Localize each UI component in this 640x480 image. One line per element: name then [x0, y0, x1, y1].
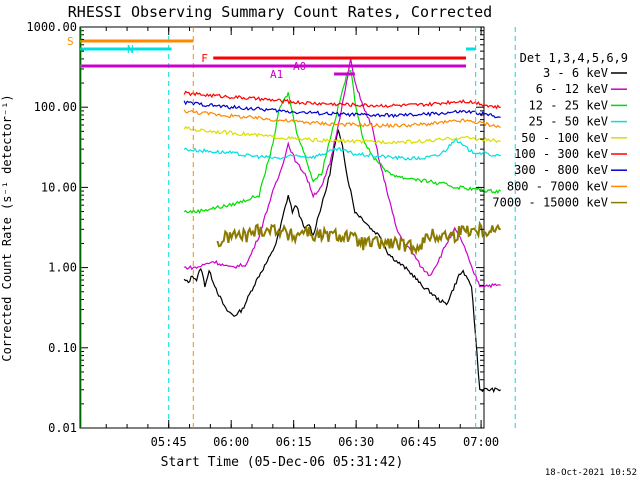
y-tick-label: 10.00 [41, 180, 77, 194]
y-axis-label: Corrected Count Rate (s⁻¹ detector⁻¹) [0, 94, 14, 361]
series-line-5 [183, 90, 501, 110]
chart-title: RHESSI Observing Summary Count Rates, Co… [68, 3, 492, 21]
plot-area-frame [79, 26, 485, 429]
series-line-7 [183, 109, 501, 129]
flag-label: A1 [270, 68, 283, 81]
x-tick-label: 07:00 [463, 435, 499, 449]
legend-label: 3 - 6 keV [543, 66, 608, 80]
flag-label: F [201, 52, 208, 65]
y-tick-label: 0.01 [48, 421, 77, 435]
flag-label: A0 [293, 60, 306, 73]
legend: 3 - 6 keV 6 - 12 keV 12 - 25 keV 25 - 50 ke… [492, 66, 627, 210]
legend-title: Det 1,3,4,5,6,9 [520, 51, 628, 65]
x-tick-label: 06:15 [276, 435, 312, 449]
series-line-4 [183, 125, 501, 145]
x-tick-label: 05:45 [151, 435, 187, 449]
data-layer [183, 58, 502, 394]
x-tick-label: 06:00 [213, 435, 249, 449]
series-line-0 [183, 129, 502, 394]
legend-label: 100 - 300 keV [514, 147, 608, 161]
timestamp: 18-Oct-2021 10:52 [545, 468, 637, 478]
series-line-8 [216, 220, 501, 256]
legend-label: 800 - 7000 keV [507, 179, 608, 193]
legend-label: 25 - 50 keV [529, 115, 608, 129]
legend-label: 7000 - 15000 keV [492, 196, 608, 210]
y-tick-label: 0.10 [48, 341, 77, 355]
legend-label: 50 - 100 keV [521, 131, 608, 145]
y-tick-label: 100.00 [34, 100, 77, 114]
series-line-3 [183, 137, 501, 161]
flag-label: N [127, 43, 134, 56]
legend-label: 300 - 800 keV [514, 163, 608, 177]
legend-label: 6 - 12 keV [536, 82, 608, 96]
flag-label: S [67, 35, 74, 48]
legend-label: 12 - 25 keV [529, 98, 608, 112]
series-line-6 [183, 100, 501, 119]
axis-layer: 1000.00 100.00 10.00 1.00 0.10 0.01 05:45 06:00… [26, 20, 499, 449]
annotation-layer: S N F A0 A1 [67, 27, 516, 428]
x-tick-label: 06:30 [338, 435, 374, 449]
x-axis-label: Start Time (05-Dec-06 05:31:42) [161, 455, 404, 470]
x-tick-label: 06:45 [401, 435, 437, 449]
y-tick-label: 1.00 [48, 261, 77, 275]
y-tick-label: 1000.00 [26, 20, 77, 34]
